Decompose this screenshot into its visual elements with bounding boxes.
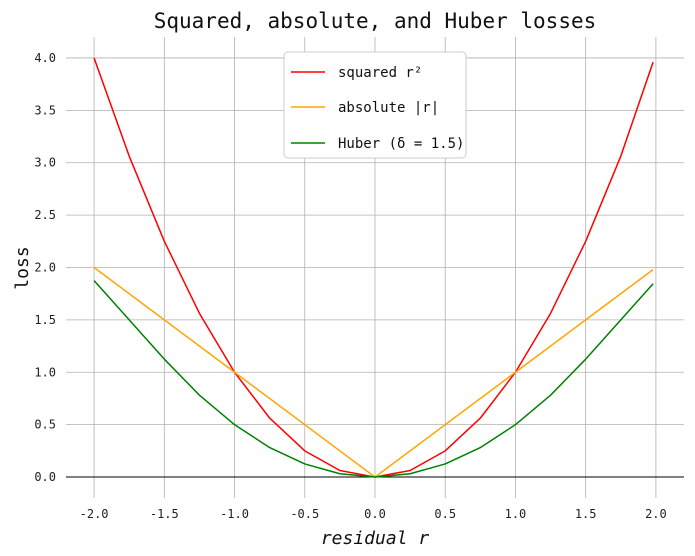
series-line-huber (93, 280, 654, 478)
legend-box (283, 51, 467, 159)
x-axis-title: residual r (321, 528, 430, 549)
x-tick-label: -1.0 (220, 507, 249, 521)
series-layer (93, 57, 654, 478)
x-tick-label: 2.0 (645, 507, 667, 521)
x-tick-label: 0.5 (434, 507, 456, 521)
legend-label-absolute: absolute |r| (338, 100, 439, 116)
y-tick-label: 0.5 (34, 418, 56, 432)
chart-title: Squared, absolute, and Huber losses (154, 9, 597, 33)
x-tick-label: -0.5 (290, 507, 319, 521)
legend-label-huber: Huber (δ = 1.5) (338, 136, 464, 152)
x-tick-label: -1.5 (150, 507, 179, 521)
x-tick-label: 0.0 (364, 507, 386, 521)
x-tick-label: 1.0 (505, 507, 527, 521)
y-tick-label: 1.0 (34, 365, 56, 379)
y-tick-label: 2.0 (34, 261, 56, 275)
tick-label-layer: -2.0 -1.5 -1.0 -0.5 0.0 0.5 1.0 1.5 2.0 0.0 0.5 1.0… (34, 51, 666, 521)
legend-label-squared: squared r² (338, 65, 422, 81)
y-tick-label: 3.0 (34, 156, 56, 170)
y-tick-label: 4.0 (34, 51, 56, 65)
legend: squared r² absolute |r| Huber (δ = 1.5) (283, 51, 467, 159)
y-tick-label: 1.5 (34, 313, 56, 327)
y-tick-label: 2.5 (34, 208, 56, 222)
x-tick-label: -2.0 (80, 507, 109, 521)
y-axis-title: loss (12, 246, 33, 289)
y-tick-label: 3.5 (34, 103, 56, 117)
y-tick-label: 0.0 (34, 470, 56, 484)
x-tick-label: 1.5 (575, 507, 597, 521)
